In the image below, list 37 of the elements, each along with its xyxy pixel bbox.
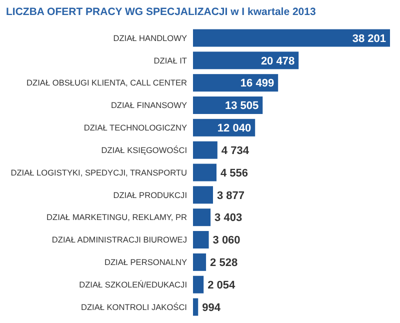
y-tick-label: DZIAŁ SZKOLEŃ/EDUKACJI	[79, 280, 187, 290]
data-label: 994	[202, 302, 222, 314]
y-tick-label: DZIAŁ HANDLOWY	[113, 32, 188, 43]
bar	[193, 52, 299, 70]
bar	[193, 276, 204, 294]
bar	[193, 186, 213, 204]
bar	[193, 164, 216, 182]
y-tick-label: DZIAŁ ADMINISTRACJI BIUROWEJ	[52, 234, 187, 245]
bar	[193, 253, 206, 271]
data-label: 16 499	[240, 78, 274, 90]
y-tick-label: DZIAŁ PRODUKCJI	[113, 190, 187, 200]
y-tick-label: DZIAŁ KONTROLI JAKOŚCI	[80, 302, 187, 312]
data-label: 3 403	[214, 212, 242, 224]
data-label: 12 040	[217, 122, 252, 135]
y-tick-label: DZIAŁ KSIĘGOWOŚCI	[101, 144, 187, 155]
bar	[193, 231, 209, 248]
data-label: 2 528	[210, 257, 238, 270]
data-label: 4 556	[220, 167, 248, 180]
bar	[193, 208, 211, 226]
chart-title: LICZBA OFERT PRACY WG SPECJALIZACJI w I kwartale 2013	[6, 6, 316, 18]
bar	[193, 141, 218, 159]
y-tick-label: DZIAŁ TECHNOLOGICZNY	[84, 122, 188, 133]
y-tick-label: DZIAŁ MARKETINGU, REKLAMY, PR	[46, 212, 188, 222]
data-label: 2 054	[208, 279, 236, 292]
y-tick-label: DZIAŁ PERSONALNY	[104, 257, 188, 268]
data-label: 38 201	[352, 32, 386, 45]
data-label: 13 505	[224, 100, 259, 112]
y-tick-label: DZIAŁ IT	[154, 55, 187, 66]
bar	[193, 29, 390, 47]
bar	[193, 298, 198, 316]
data-label: 4 734	[221, 144, 250, 157]
data-label: 20 478	[260, 55, 295, 68]
data-label: 3 060	[212, 234, 240, 247]
y-tick-label: DZIAŁ LOGISTYKI, SPEDYCJI, TRANSPORTU	[10, 167, 187, 178]
data-label: 3 877	[216, 190, 245, 202]
y-tick-label: DZIAŁ OBSŁUGI KLIENTA, CALL CENTER	[26, 78, 188, 88]
y-tick-label: DZIAŁ FINANSOWY	[110, 100, 188, 110]
